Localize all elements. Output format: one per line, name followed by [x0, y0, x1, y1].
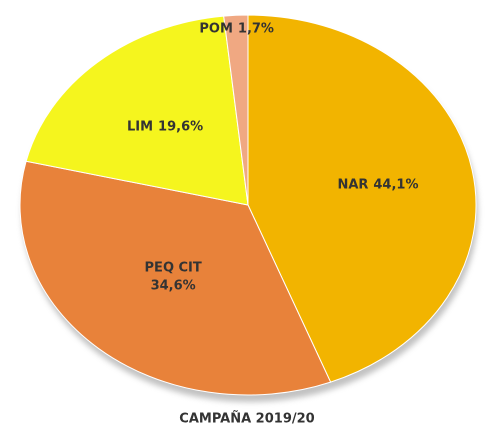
pie-slice: [25, 15, 249, 206]
pie-slice: [223, 14, 249, 206]
pie-slice: [19, 160, 332, 396]
slice-category: POM: [199, 21, 233, 36]
slice-category: PEQ CIT: [145, 260, 202, 275]
slice-value: 1,7%: [238, 21, 274, 36]
slice-label: POM 1,7%: [199, 21, 274, 36]
slice-label: LIM 19,6%: [127, 119, 203, 134]
slice-value: 19,6%: [158, 119, 203, 134]
slice-value: 34,6%: [151, 278, 196, 293]
slice-label: NAR 44,1%: [337, 177, 418, 192]
pie: [19, 14, 477, 396]
slice-category: NAR: [337, 177, 368, 192]
chart-title: CAMPAÑA 2019/20: [179, 411, 314, 427]
pie-slice: [247, 14, 477, 383]
slice-label: PEQ CIT 34,6%: [145, 260, 202, 293]
slice-value: 44,1%: [373, 177, 418, 192]
slice-category: LIM: [127, 119, 153, 134]
